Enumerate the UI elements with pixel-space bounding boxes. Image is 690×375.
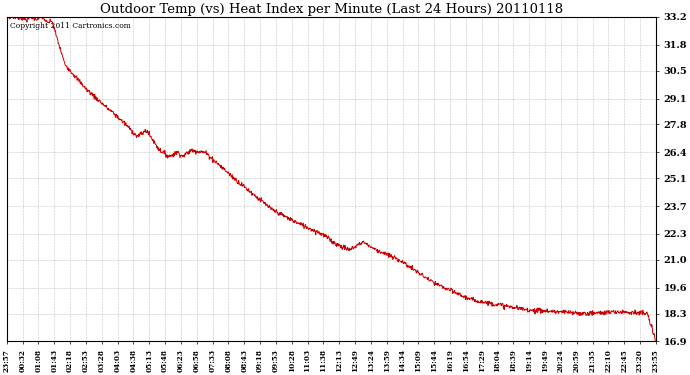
Title: Outdoor Temp (vs) Heat Index per Minute (Last 24 Hours) 20110118: Outdoor Temp (vs) Heat Index per Minute …	[100, 3, 563, 16]
Text: Copyright 2011 Cartronics.com: Copyright 2011 Cartronics.com	[10, 22, 131, 30]
